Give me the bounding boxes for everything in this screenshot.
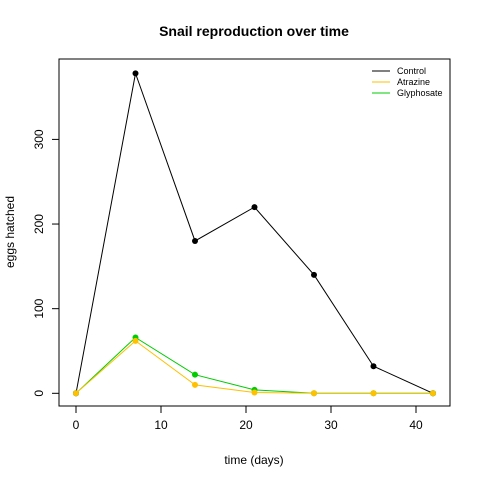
data-point-atrazine [430, 390, 436, 397]
legend-label: Atrazine [397, 77, 430, 87]
y-tick-label: 300 [32, 129, 46, 149]
y-axis: 0 100 200 300 [32, 129, 60, 397]
data-point-atrazine [251, 389, 258, 396]
data-point-control [311, 271, 317, 278]
data-point-atrazine [370, 390, 377, 397]
data-point-atrazine [311, 390, 317, 397]
x-tick-label: 10 [154, 418, 168, 432]
legend-label: Glyphosate [397, 88, 443, 98]
series-glyphosate [73, 334, 436, 397]
data-point-atrazine [192, 381, 198, 388]
series-line-control [75, 71, 434, 394]
x-tick-label: 20 [239, 418, 253, 432]
legend-label: Control [397, 66, 426, 76]
x-axis-label: time (days) [224, 453, 283, 467]
data-point-control [251, 204, 258, 211]
series-layer [73, 70, 436, 397]
x-tick-label: 0 [73, 418, 80, 432]
series-line-atrazine [75, 340, 433, 394]
y-tick-label: 0 [32, 390, 46, 397]
x-tick-label: 40 [409, 418, 423, 432]
data-point-glyphosate [192, 371, 198, 378]
series-atrazine [73, 337, 436, 397]
x-tick-label: 30 [324, 418, 338, 432]
y-tick-label: 100 [32, 298, 46, 318]
data-point-atrazine [73, 390, 79, 397]
data-point-control [370, 363, 377, 370]
chart-title: Snail reproduction over time [159, 23, 349, 39]
legend-item-atrazine: Atrazine [372, 77, 430, 87]
x-axis: 0 10 20 30 40 [73, 405, 423, 432]
data-point-control [132, 70, 139, 77]
data-point-control [192, 237, 198, 244]
y-axis-label: eggs hatched [3, 196, 17, 268]
legend-item-control: Control [372, 66, 426, 76]
y-tick-label: 200 [32, 214, 46, 234]
legend-item-glyphosate: Glyphosate [372, 88, 443, 98]
data-point-atrazine [132, 337, 139, 344]
